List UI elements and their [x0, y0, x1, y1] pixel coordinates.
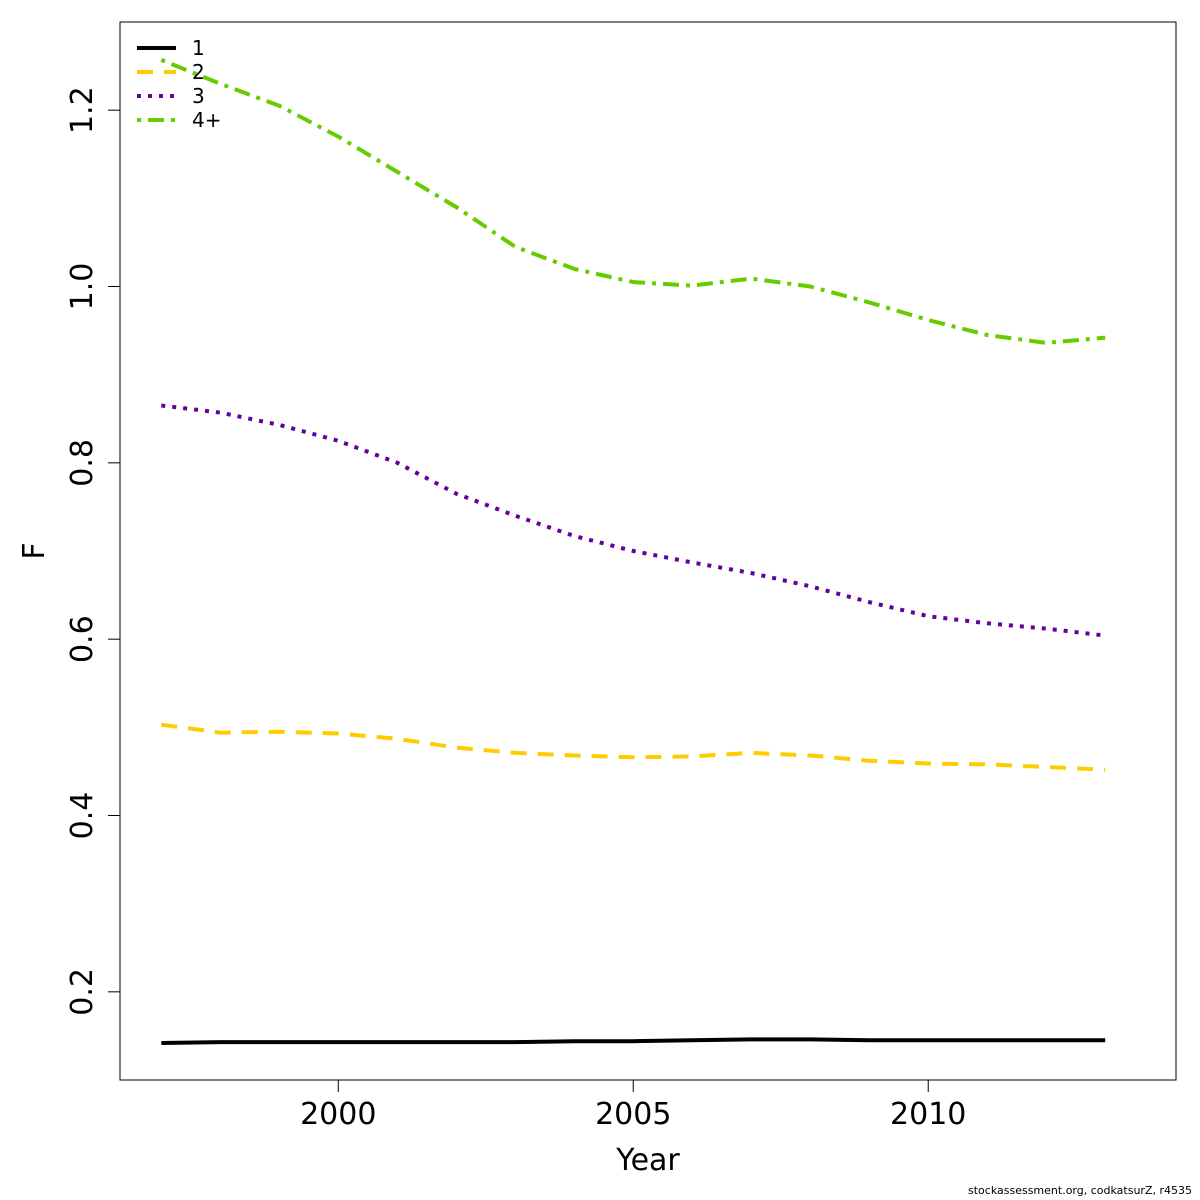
x-tick-label: 2000	[300, 1097, 376, 1132]
plot-frame	[119, 21, 1177, 1081]
y-axis-title: F	[17, 542, 52, 559]
x-axis: 2000 2005 2010	[300, 1080, 966, 1132]
y-tick-label: 1.0	[65, 263, 100, 311]
series-line-3	[161, 403, 1106, 638]
series-line-4plus	[160, 58, 1106, 345]
y-tick-label: 0.2	[65, 968, 100, 1016]
x-tick-label: 2010	[890, 1097, 966, 1132]
legend-label: 4+	[192, 108, 221, 132]
credit-text: stockassessment.org, codkatsurZ, r4535	[968, 1184, 1192, 1197]
series-line-2	[161, 722, 1106, 772]
x-axis-title: Year	[615, 1143, 680, 1178]
y-tick-label: 1.2	[65, 86, 100, 134]
legend-label: 1	[192, 36, 205, 60]
series-layer	[160, 58, 1106, 1045]
series-line-1	[161, 1037, 1106, 1045]
y-tick-label: 0.4	[65, 792, 100, 840]
y-axis: 0.2 0.4 0.6 0.8 1.0 1.2	[65, 86, 120, 1016]
legend-label: 2	[192, 60, 205, 84]
legend-label: 3	[192, 84, 205, 108]
y-tick-label: 0.6	[65, 615, 100, 663]
x-tick-label: 2005	[595, 1097, 671, 1132]
y-tick-label: 0.8	[65, 439, 100, 487]
